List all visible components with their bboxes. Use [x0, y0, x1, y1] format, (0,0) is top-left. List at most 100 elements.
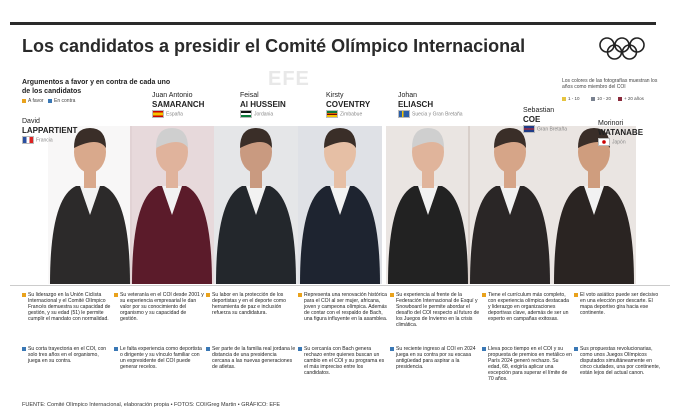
con-marker: [390, 347, 394, 351]
con-text: Lleva poco tiempo en el COI y su propues…: [488, 346, 572, 383]
footer: FUENTE: Comité Olímpico Internacional, e…: [22, 402, 281, 408]
pro-text: Su liderazgo en la Unión Ciclista Intern…: [28, 292, 111, 323]
photo-part: [578, 128, 610, 148]
pro-marker: [574, 293, 578, 297]
country: Japón: [598, 138, 643, 146]
photos: [48, 126, 636, 284]
pro-argument: Su labor en la protección de los deporti…: [206, 292, 296, 317]
photo-part: [494, 128, 526, 148]
con-text: Su corta trayectoria en el COI, con solo…: [28, 346, 107, 365]
first-name: David: [22, 118, 40, 125]
pro-argument: Su liderazgo en la Unión Ciclista Intern…: [22, 292, 112, 323]
first-name: Johan: [398, 92, 418, 99]
color-legend-label: 1 - 10: [568, 96, 580, 101]
pro-argument: El voto asiático puede ser decisivo en u…: [574, 292, 664, 317]
con-marker: [22, 347, 26, 351]
con-argument: Su corta trayectoria en el COI, con solo…: [22, 346, 112, 365]
country-name: Jordania: [254, 111, 274, 118]
photo-part: [324, 128, 356, 148]
candidate-name: Sebastian COE Gran Bretaña: [523, 107, 567, 133]
photo-part: [422, 170, 434, 188]
con-marker: [574, 347, 578, 351]
country-name: España: [166, 111, 183, 118]
color-legend-label: 10 - 20: [597, 96, 612, 101]
last-name: ELIASCH: [398, 100, 434, 109]
con-marker: [206, 347, 210, 351]
pro-text: Su experiencia al frente de la Federació…: [396, 292, 480, 329]
con-text: Le falta experiencia como deportista o d…: [120, 346, 202, 371]
last-name: Al HUSSEIN: [240, 100, 286, 109]
pro-argument: Tiene el currículum más completo, con ex…: [482, 292, 572, 323]
con-text: Sus propuestas revolucionarias, como uno…: [580, 346, 661, 377]
country-name: Francia: [36, 137, 53, 144]
top-rule: [10, 22, 656, 25]
legend-con: En contra: [48, 98, 75, 104]
photo-part: [330, 186, 350, 215]
pro-argument: Su veteranía en el COI desde 2001 y su e…: [114, 292, 204, 322]
flag: [240, 110, 252, 118]
con-marker: [298, 347, 302, 351]
first-name: Juan Antonio: [152, 92, 193, 99]
pro-text: Tiene el currículum más completo, con ex…: [488, 292, 569, 323]
country-name: Gran Bretaña: [537, 126, 568, 133]
color-legend-item: + 20 años: [618, 96, 644, 101]
legend-title: Argumentos a favor y en contra de cada u…: [22, 79, 171, 95]
photo-part: [554, 186, 634, 284]
color-legend-item: 1 - 10: [562, 96, 580, 101]
country-name: Zimbabue: [340, 111, 363, 118]
pro-marker: [114, 293, 118, 297]
pro-marker: [206, 293, 210, 297]
country: Francia: [22, 136, 77, 144]
legend-pro: A favor: [22, 98, 44, 104]
con-text: Su cercanía con Bach genera rechazo entr…: [304, 346, 385, 377]
flag: [152, 110, 164, 118]
flag: [326, 110, 338, 118]
photo-part: [584, 186, 604, 215]
country: Zimbabue: [326, 110, 370, 118]
con-marker: [114, 347, 118, 351]
country: Suecia y Gran Bretaña: [398, 110, 463, 118]
photo-part: [132, 186, 212, 284]
watermark: EFE: [268, 68, 310, 90]
title: Los candidatos a presidir el Comité Olím…: [22, 36, 526, 56]
pro-text: El voto asiático puede ser decisivo en u…: [580, 292, 659, 317]
con-argument: Su reciente ingreso al COI en 2024 juega…: [390, 346, 480, 371]
con-text: Su reciente ingreso al COI en 2024 juega…: [396, 346, 476, 371]
pro-text: Su labor en la protección de los deporti…: [212, 292, 286, 317]
legend-con-label: En contra: [54, 98, 76, 104]
divider: [10, 285, 670, 286]
pro-marker: [298, 293, 302, 297]
last-name: LAPPARTIENT: [22, 126, 78, 135]
color-legend-item: 10 - 20: [591, 96, 611, 101]
con-argument: Su cercanía con Bach genera rechazo entr…: [298, 346, 388, 377]
country: España: [152, 110, 204, 118]
con-argument: Lleva poco tiempo en el COI y su propues…: [482, 346, 572, 383]
last-name: SAMARANCH: [152, 100, 205, 109]
photo-part: [50, 186, 130, 284]
flag: [398, 110, 410, 118]
country-name: Japón: [612, 139, 626, 146]
country: Gran Bretaña: [523, 125, 567, 133]
country: Jordania: [240, 110, 286, 118]
flag: [22, 136, 34, 144]
color-legend-title: Los colores de las fotografías muestran …: [562, 78, 658, 90]
photo-part: [388, 186, 468, 284]
pro-text: Representa una renovación histórica para…: [304, 292, 388, 323]
flag: [523, 125, 535, 133]
candidate-name: Kirsty COVENTRY Zimbabue: [326, 92, 370, 118]
country-name: Suecia y Gran Bretaña: [412, 111, 463, 118]
legend-pro-label: A favor: [28, 98, 44, 104]
photo-part: [80, 186, 100, 215]
pro-argument: Representa una renovación histórica para…: [298, 292, 388, 323]
con-argument: Le falta experiencia como deportista o d…: [114, 346, 204, 371]
pro-marker: [482, 293, 486, 297]
candidate-name: Johan ELIASCH Suecia y Gran Bretaña: [398, 92, 463, 118]
photo-part: [166, 170, 178, 188]
con-marker: [482, 347, 486, 351]
first-name: Morinori: [598, 120, 624, 127]
photo-part: [588, 170, 600, 188]
last-name: COE: [523, 115, 541, 124]
con-argument: Sus propuestas revolucionarias, como uno…: [574, 346, 664, 377]
